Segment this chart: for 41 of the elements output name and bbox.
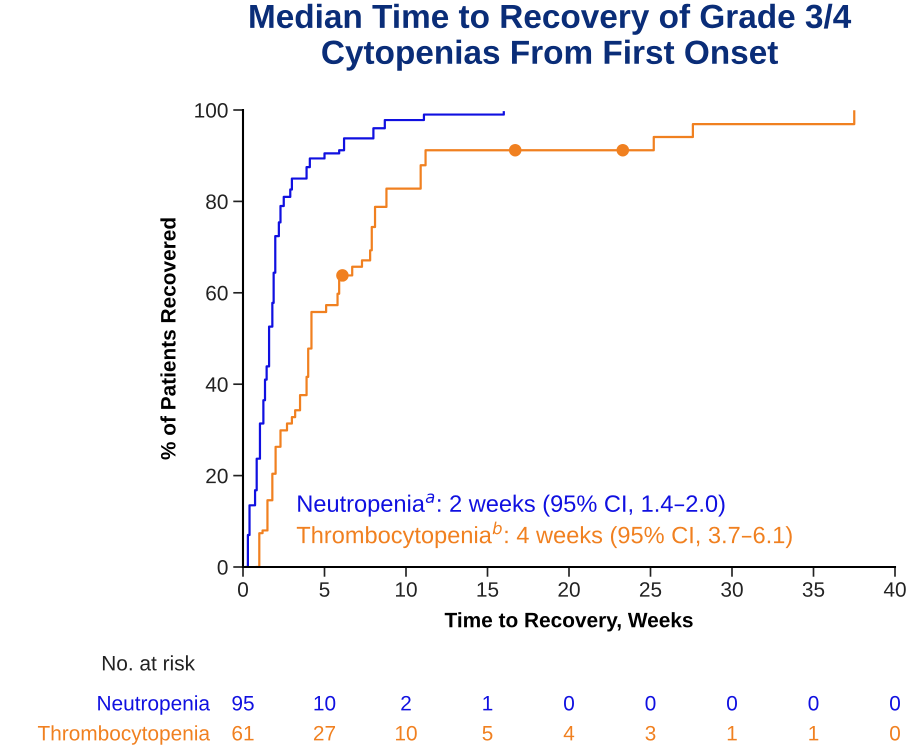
y-axis-title: % of Patients Recovered [160,218,176,460]
x-tick-label: 35 [802,582,824,597]
text: 2 [401,696,411,710]
text: No. at risk [102,655,196,671]
text: Neutropenia [98,695,210,715]
y-tick-label: 60 [206,286,228,301]
text: 1 [728,726,737,740]
text: 0 [727,696,737,711]
series-label: Neutropenia$^{a}$: 2 weeks (95% CI, 1.4–2.0) [298,493,724,517]
text: 95 [232,696,254,711]
text: 61 [232,726,254,741]
text: 0 [890,696,900,711]
text: 1 [483,696,492,710]
text: 4 [564,726,574,740]
y-tick-label: 100 [195,103,228,118]
text: 10 [396,726,417,741]
x-tick-label: 0 [238,582,248,597]
x-tick-label: 15 [478,582,498,597]
text: 0 [890,726,900,741]
text: 0 [564,696,574,711]
x-tick-label: 30 [721,582,743,597]
text: 0 [646,696,656,711]
text: 0 [808,696,818,711]
x-tick-label: 20 [558,582,580,597]
text: 1 [809,726,818,740]
x-axis-title: Time to Recovery, Weeks [444,612,693,632]
y-tick-label: 40 [206,377,228,392]
x-tick-label: 5 [320,582,330,597]
x-tick-label: 40 [884,582,906,597]
text: Thrombocytopenia [38,725,210,745]
text: 3 [646,726,656,741]
x-tick-label: 10 [396,582,417,597]
series-label: Thrombocytopenia$^{b}$: 4 weeks (95% CI, 3.7–6.1) [296,522,792,548]
text: 5 [482,726,492,741]
text: 10 [314,696,336,711]
text: 27 [314,726,336,740]
y-tick-label: 0 [218,560,228,575]
chart-title: Median Time to Recovery of Grade 3/4 Cytopenias From First Onset [250,4,852,71]
y-tick-label: 20 [206,468,228,484]
x-tick-label: 25 [640,582,662,597]
y-tick-label: 80 [206,194,228,210]
